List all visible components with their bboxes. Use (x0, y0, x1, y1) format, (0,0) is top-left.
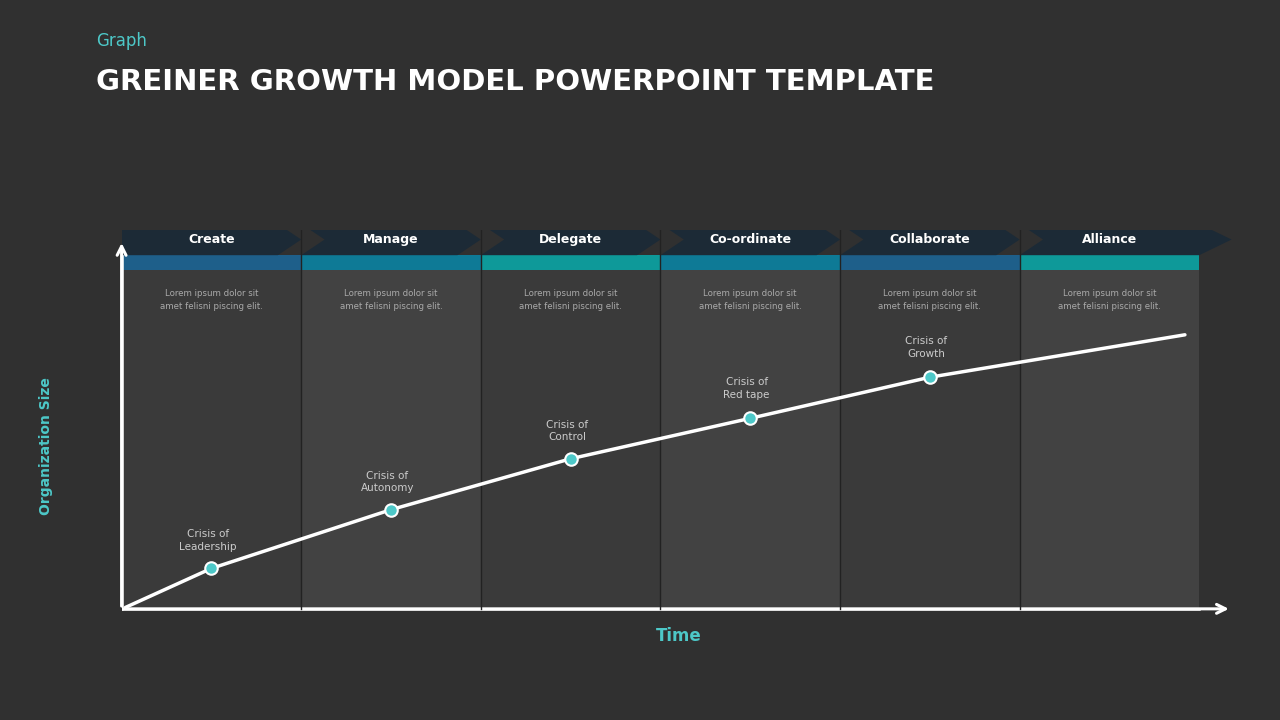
Text: Crisis of
Autonomy: Crisis of Autonomy (361, 471, 415, 493)
Text: Delegate: Delegate (539, 233, 602, 246)
Text: Collaborate: Collaborate (890, 233, 970, 246)
Text: Lorem ipsum dolor sit
amet felisni piscing elit.: Lorem ipsum dolor sit amet felisni pisci… (878, 289, 982, 310)
Text: Crisis of
Growth: Crisis of Growth (905, 336, 947, 359)
Bar (840, 269, 1020, 609)
Text: Graph: Graph (96, 32, 147, 50)
Bar (122, 269, 301, 609)
Text: Time: Time (655, 627, 701, 645)
Bar (660, 269, 840, 609)
Bar (1020, 269, 1199, 609)
Bar (481, 269, 660, 609)
Bar (840, 255, 1020, 269)
Bar (301, 269, 481, 609)
Bar (301, 255, 481, 269)
Text: Manage: Manage (364, 233, 419, 246)
Text: Crisis of
Red tape: Crisis of Red tape (723, 377, 769, 400)
Text: Crisis of
Leadership: Crisis of Leadership (179, 529, 237, 552)
Polygon shape (660, 224, 840, 255)
Text: Co-ordinate: Co-ordinate (709, 233, 791, 246)
Text: Create: Create (188, 233, 234, 246)
Polygon shape (481, 224, 660, 255)
Text: Organization Size: Organization Size (40, 377, 54, 515)
Bar (1020, 255, 1199, 269)
Polygon shape (840, 224, 1020, 255)
Text: Alliance: Alliance (1082, 233, 1137, 246)
Bar (481, 255, 660, 269)
Polygon shape (1020, 224, 1231, 255)
Polygon shape (301, 224, 481, 255)
Text: Lorem ipsum dolor sit
amet felisni piscing elit.: Lorem ipsum dolor sit amet felisni pisci… (520, 289, 622, 310)
Text: Lorem ipsum dolor sit
amet felisni piscing elit.: Lorem ipsum dolor sit amet felisni pisci… (699, 289, 801, 310)
Text: Lorem ipsum dolor sit
amet felisni piscing elit.: Lorem ipsum dolor sit amet felisni pisci… (339, 289, 443, 310)
Polygon shape (122, 224, 301, 255)
Bar (660, 255, 840, 269)
Bar (122, 255, 301, 269)
Text: Lorem ipsum dolor sit
amet felisni piscing elit.: Lorem ipsum dolor sit amet felisni pisci… (160, 289, 262, 310)
Text: GREINER GROWTH MODEL POWERPOINT TEMPLATE: GREINER GROWTH MODEL POWERPOINT TEMPLATE (96, 68, 934, 96)
Text: Crisis of
Control: Crisis of Control (547, 420, 588, 443)
Text: Lorem ipsum dolor sit
amet felisni piscing elit.: Lorem ipsum dolor sit amet felisni pisci… (1059, 289, 1161, 310)
